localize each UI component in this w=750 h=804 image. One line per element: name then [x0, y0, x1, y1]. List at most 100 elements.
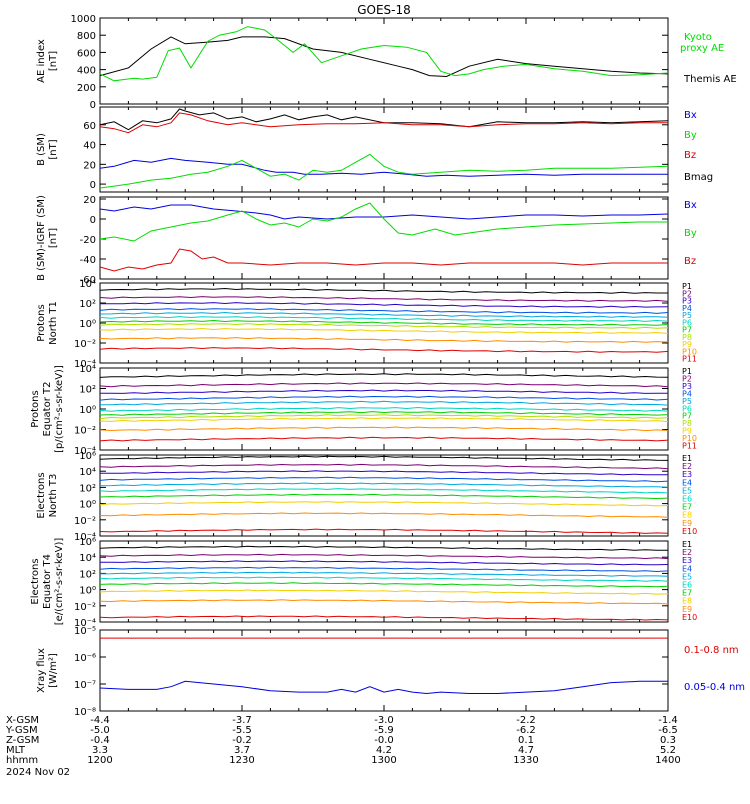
- series-line: [100, 302, 669, 308]
- series-line: [99, 382, 669, 388]
- y-tick-label: 400: [77, 66, 96, 77]
- series-line: [99, 615, 669, 621]
- x-axis-row-label: Z-GSM: [6, 735, 39, 746]
- y-tick-label: 10⁰: [79, 319, 96, 330]
- series-line: [99, 389, 669, 394]
- x-axis-value: 0.1: [518, 735, 534, 746]
- y-tick-label: 10⁴: [79, 279, 96, 290]
- series-line: [99, 426, 669, 432]
- y-tick-label: 800: [77, 31, 96, 42]
- legend-label: By: [684, 228, 697, 239]
- series-line: [99, 455, 669, 461]
- series-line: [99, 400, 669, 406]
- panel-frame: [99, 17, 669, 105]
- legend-label: Bmag: [684, 172, 713, 183]
- y-tick-label: -20: [80, 235, 96, 246]
- legend-label: P9: [682, 340, 692, 349]
- legend-label: By: [684, 130, 697, 141]
- x-axis-value: -5.0: [90, 725, 110, 736]
- legend-label: 0.05-0.4 nm: [684, 682, 745, 693]
- legend-label: P10: [682, 434, 697, 443]
- legend-label: P4: [682, 389, 692, 398]
- series-line: [99, 493, 669, 500]
- y-tick-label: 0: [90, 180, 96, 191]
- series-line: [99, 308, 669, 314]
- legend-label: P11: [682, 355, 697, 364]
- y-axis-label: Equator T2: [42, 382, 53, 437]
- series-line: [99, 436, 669, 442]
- series-line: [99, 571, 669, 577]
- legend-label: P5: [682, 397, 692, 406]
- legend-label: Bx: [684, 110, 697, 121]
- legend-label: P5: [682, 311, 692, 320]
- y-tick-label: 60: [83, 121, 96, 132]
- y-axis-label: B (SM): [36, 133, 47, 166]
- series-line: [99, 204, 669, 220]
- y-tick-label: 10²: [79, 299, 96, 310]
- series-line: [99, 157, 668, 177]
- legend-label: E8: [682, 511, 692, 520]
- series-line: [99, 501, 669, 507]
- y-tick-label: 10⁻⁴: [74, 359, 96, 370]
- y-axis-label: Protons: [36, 304, 47, 341]
- y-tick-label: 10⁰: [79, 405, 96, 416]
- y-tick-label: -40: [80, 255, 96, 266]
- x-axis-value: -0.2: [232, 735, 252, 746]
- panel-frame: [99, 196, 669, 280]
- legend-label: P10: [682, 347, 697, 356]
- x-axis-value: -2.2: [516, 715, 536, 726]
- x-axis-value: 1230: [229, 755, 254, 766]
- series-line: [99, 589, 669, 595]
- series-line: [99, 36, 669, 78]
- x-axis-value: 3.7: [234, 745, 250, 756]
- series-line: [99, 337, 669, 343]
- x-axis-value: 1200: [87, 755, 112, 766]
- x-axis-row-label: X-GSM: [6, 715, 39, 726]
- x-axis-date: 2024 Nov 02: [6, 767, 70, 778]
- legend-label: E1: [682, 540, 692, 549]
- legend-label: P4: [682, 304, 692, 313]
- y-tick-label: 10⁴: [79, 467, 96, 478]
- series-line: [99, 414, 669, 420]
- legend-label: P11: [682, 442, 697, 451]
- x-axis-value: -0.4: [90, 735, 110, 746]
- y-axis-label: Protons: [30, 390, 41, 427]
- legend-label: E3: [682, 556, 692, 565]
- y-tick-label: -60: [80, 275, 96, 286]
- y-axis-label: [nT]: [48, 228, 59, 248]
- x-axis-value: 3.3: [92, 745, 108, 756]
- x-axis-value: -3.0: [374, 715, 394, 726]
- series-line: [100, 470, 669, 476]
- y-tick-label: 10⁻⁸: [74, 707, 96, 718]
- x-axis-value: -6.5: [658, 725, 678, 736]
- legend-label: Bx: [684, 200, 697, 211]
- series-line: [99, 476, 669, 483]
- y-axis-label: B (SM)-IGRF (SM): [36, 195, 47, 281]
- series-line: [99, 327, 669, 334]
- y-tick-label: 10⁴: [79, 553, 96, 564]
- legend-label: E8: [682, 597, 692, 606]
- series-line: [99, 488, 669, 494]
- y-axis-label: North T1: [48, 301, 59, 345]
- y-axis-label: [nT]: [48, 51, 59, 71]
- x-axis-value: -5.9: [374, 725, 394, 736]
- legend-label: E6: [682, 495, 692, 504]
- legend-label: P7: [682, 326, 692, 335]
- y-tick-label: 10²: [79, 385, 96, 396]
- series-line: [99, 680, 668, 695]
- panel-frame: [99, 540, 669, 623]
- legend-label: E5: [682, 486, 692, 495]
- y-axis-label: Electrons: [36, 472, 47, 518]
- legend-label: Bz: [684, 256, 696, 267]
- panel-frame: [99, 106, 669, 193]
- y-tick-label: 10²: [79, 569, 96, 580]
- y-tick-label: 600: [77, 48, 96, 59]
- legend-label: proxy AE: [680, 43, 724, 54]
- legend-label: E4: [682, 564, 692, 573]
- y-tick-label: 10⁻²: [74, 602, 96, 613]
- series-line: [99, 406, 669, 412]
- y-tick-label: 20: [83, 195, 96, 206]
- legend-label: P7: [682, 412, 692, 421]
- legend-label: E2: [682, 462, 692, 471]
